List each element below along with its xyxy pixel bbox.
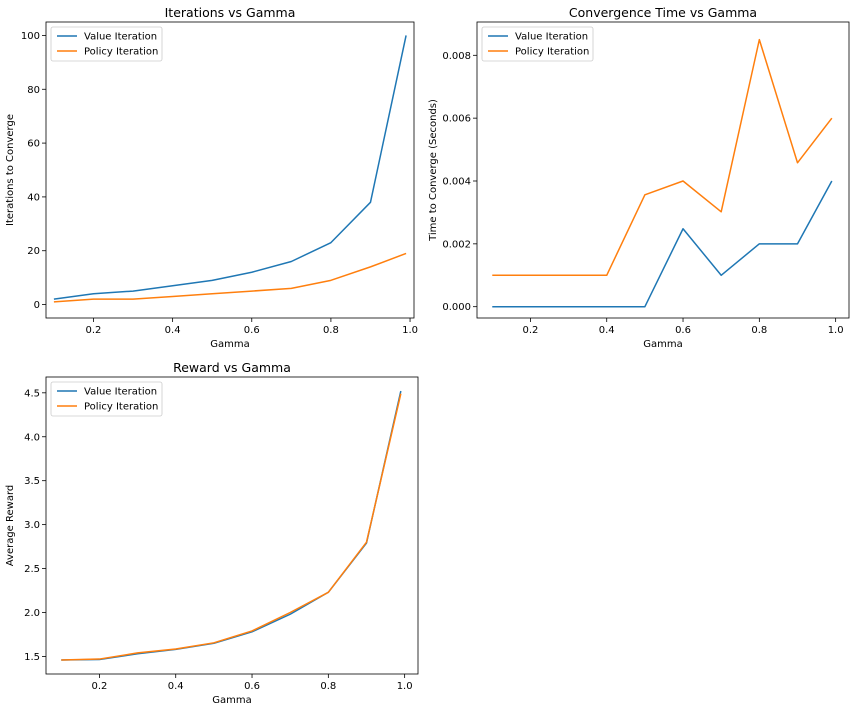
series-line-value-iteration (53, 35, 407, 300)
legend-label: Policy Iteration (84, 47, 158, 58)
y-tick-label: 80 (27, 85, 40, 96)
y-tick-label: 4.5 (24, 388, 40, 399)
y-tick-label: 3.5 (24, 476, 40, 487)
x-tick-label: 1.0 (397, 681, 413, 692)
y-tick-label: 40 (27, 192, 40, 203)
chart-1: Iterations vs Gamma 0.2 0.4 0.6 0.8 1.0 0 20 40 6… (5, 5, 418, 350)
y-tick-label: 4.0 (24, 432, 40, 443)
series-line-policy-iteration (53, 252, 407, 303)
y-tick-label: 1.5 (24, 652, 40, 663)
legend-box (481, 26, 594, 62)
y-tick-label: 0.006 (442, 114, 471, 125)
x-tick-label: 0.2 (86, 325, 102, 336)
y-tick-label: 100 (21, 31, 40, 42)
x-tick-label: 0.8 (320, 681, 336, 692)
plot-frame (476, 21, 850, 319)
series-line-policy-iteration (492, 38, 833, 277)
chart-3: Reward vs Gamma 0.2 0.4 0.6 0.8 1.0 1.5 2.0 2.5 3… (5, 360, 419, 706)
y-tick-label: 0.004 (442, 176, 471, 187)
legend-label: Value Iteration (84, 387, 157, 398)
x-tick-label: 0.2 (91, 681, 107, 692)
plot-frame (45, 21, 415, 319)
x-tick-label: 1.0 (828, 325, 844, 336)
x-tick-label: 0.6 (244, 325, 260, 336)
y-tick-label: 0.002 (442, 239, 471, 250)
series-line-value-iteration (492, 180, 833, 308)
legend: Value Iteration Policy Iteration (50, 26, 163, 62)
x-tick-label: 0.4 (599, 325, 615, 336)
y-tick-label: 3.0 (24, 520, 40, 531)
legend-label: Value Iteration (84, 32, 157, 43)
y-tick-label: 2.0 (24, 608, 40, 619)
y-tick-label: 20 (27, 246, 40, 257)
plot-frame (45, 376, 419, 675)
x-tick-label: 0.8 (323, 325, 339, 336)
y-axis-label: Average Reward (5, 485, 16, 566)
chart-title: Iterations vs Gamma (165, 5, 296, 20)
x-tick-label: 0.4 (165, 325, 181, 336)
series-line-value-iteration (61, 390, 402, 661)
x-axis-label: Gamma (210, 339, 250, 350)
legend-box (50, 26, 163, 62)
chart-title: Reward vs Gamma (173, 360, 291, 375)
y-tick-label: 60 (27, 139, 40, 150)
x-tick-label: 0.6 (675, 325, 691, 336)
series-line-policy-iteration (61, 393, 402, 661)
legend-label: Policy Iteration (84, 402, 158, 413)
x-axis-label: Gamma (643, 339, 683, 350)
y-axis-label: Iterations to Converge (5, 114, 16, 226)
y-tick-label: 0.008 (442, 51, 471, 62)
y-axis-label: Time to Converge (Seconds) (428, 99, 439, 242)
y-tick-label: 0.000 (442, 302, 471, 313)
legend: Value Iteration Policy Iteration (481, 26, 594, 62)
chart-2: Convergence Time vs Gamma 0.2 0.4 0.6 0.8 1.0… (428, 5, 850, 350)
x-tick-label: 0.2 (522, 325, 538, 336)
legend-label: Policy Iteration (515, 47, 589, 58)
x-tick-label: 0.6 (244, 681, 260, 692)
y-tick-label: 2.5 (24, 564, 40, 575)
legend-box (50, 381, 163, 417)
legend-label: Value Iteration (515, 32, 588, 43)
y-tick-label: 0 (34, 300, 40, 311)
x-tick-label: 1.0 (402, 325, 418, 336)
x-tick-label: 0.8 (751, 325, 767, 336)
legend: Value Iteration Policy Iteration (50, 381, 163, 417)
x-axis-label: Gamma (212, 695, 252, 706)
x-tick-label: 0.4 (168, 681, 184, 692)
chart-title: Convergence Time vs Gamma (569, 5, 757, 20)
